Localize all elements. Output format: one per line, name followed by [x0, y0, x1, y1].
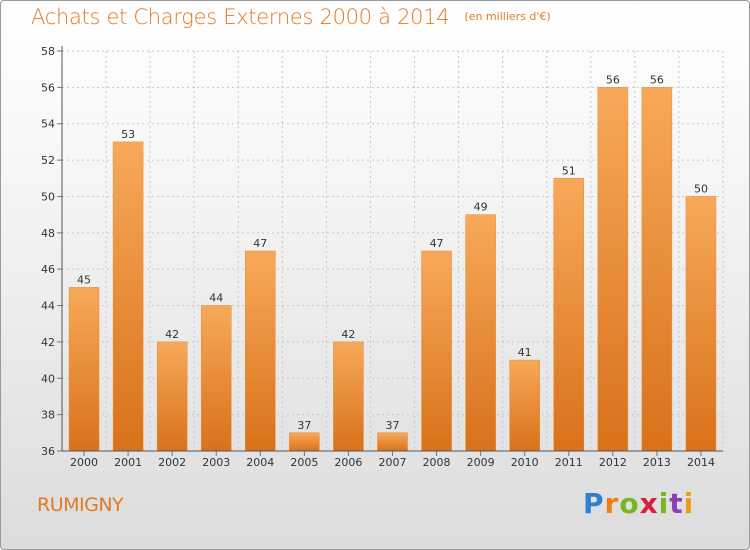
chart-title-block: Achats et Charges Externes 2000 à 2014 (…: [31, 5, 551, 35]
x-tick-label: 2009: [467, 456, 495, 469]
bar: [200, 305, 232, 452]
x-tick-label: 2002: [158, 456, 186, 469]
y-tick-label: 36: [41, 445, 55, 458]
x-tick-label: 2001: [114, 456, 142, 469]
bar: [421, 250, 452, 452]
logo-letter: x: [639, 487, 659, 520]
bar-value-label: 42: [341, 328, 355, 341]
bar-value-label: 50: [694, 182, 708, 195]
bar-value-label: 56: [606, 73, 620, 86]
y-tick-label: 48: [41, 227, 55, 240]
bar-value-label: 51: [562, 164, 576, 177]
chart-title: Achats et Charges Externes 2000 à 2014: [31, 5, 450, 29]
logo-letter: t: [669, 487, 684, 520]
bar: [156, 341, 188, 452]
bar-value-label: 47: [430, 237, 444, 250]
y-tick-label: 46: [41, 263, 55, 276]
x-tick-label: 2007: [379, 456, 407, 469]
bar: [597, 87, 629, 452]
bar-value-label: 56: [650, 73, 664, 86]
bar: [509, 359, 540, 452]
bar-value-label: 45: [77, 273, 91, 286]
bar: [289, 432, 320, 452]
x-tick-label: 2011: [555, 456, 583, 469]
bar-value-label: 53: [121, 128, 135, 141]
y-tick-label: 58: [41, 45, 55, 58]
x-tick-label: 2006: [334, 456, 362, 469]
bar-value-label: 37: [386, 419, 400, 432]
bar-value-label: 44: [209, 292, 223, 305]
bar-value-label: 42: [165, 328, 179, 341]
bar-value-labels: 45 53 42 44 47 37 42 37 47 49 41 51 56 56 50: [77, 73, 708, 431]
x-tick-label: 2000: [70, 456, 98, 469]
bar-value-label: 49: [474, 201, 488, 214]
y-tick-label: 40: [41, 372, 55, 385]
bar-value-label: 37: [297, 419, 311, 432]
bar: [553, 178, 585, 452]
y-tick-label: 44: [41, 300, 55, 313]
logo-letter: r: [604, 487, 620, 520]
x-tick-label: 2010: [511, 456, 539, 469]
y-tick-label: 50: [41, 190, 55, 203]
bar-value-label: 47: [253, 237, 267, 250]
bar-value-label: 41: [518, 346, 532, 359]
y-tick-label: 54: [41, 118, 55, 131]
bar: [68, 287, 100, 452]
y-tick-label: 42: [41, 336, 55, 349]
logo-letter: P: [583, 487, 605, 520]
x-tick-label: 2004: [246, 456, 274, 469]
bars: [68, 87, 717, 452]
y-tick-label: 38: [41, 409, 55, 422]
x-tick-label: 2008: [423, 456, 451, 469]
logo-letter: o: [619, 487, 640, 520]
x-tick-label: 2014: [687, 456, 715, 469]
x-tick-label: 2003: [202, 456, 230, 469]
chart-unit: (en milliers d'€): [464, 10, 551, 23]
x-tick-label: 2005: [290, 456, 318, 469]
commune-name: RUMIGNY: [37, 494, 124, 516]
logo-letter: i: [658, 487, 670, 520]
bar: [377, 432, 408, 452]
x-tick-label: 2013: [643, 456, 671, 469]
axes: 36 38 40 42 44 46 48 50 52 54 56 58 2000 2001 2002 2003…: [41, 45, 723, 469]
bar: [112, 141, 144, 452]
bar: [465, 214, 496, 452]
logo-letter: i: [683, 487, 695, 520]
y-tick-label: 52: [41, 154, 55, 167]
proxiti-logo: Proxiti: [583, 487, 694, 520]
bar: [641, 87, 673, 452]
bar: [245, 250, 276, 452]
x-tick-label: 2012: [599, 456, 627, 469]
y-tick-label: 56: [41, 81, 55, 94]
bar: [685, 196, 717, 452]
bar: [333, 341, 364, 452]
